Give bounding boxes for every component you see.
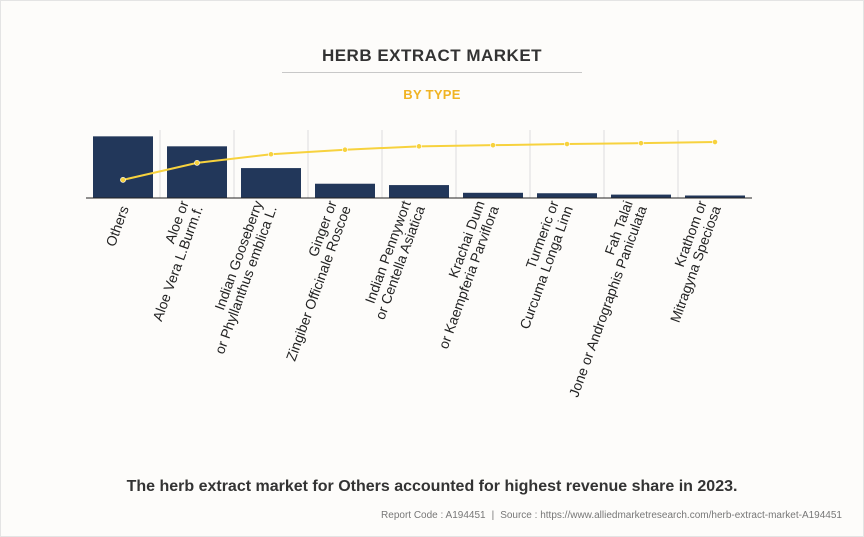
category-label: Ginger orZingiber Officinale Roscoe <box>269 198 354 363</box>
trend-point <box>120 176 126 183</box>
chart-subtitle: BY TYPE <box>403 87 461 102</box>
category-label: Krathom orMitragyna Speciosa <box>653 198 724 324</box>
report-code: Report Code : A194451 <box>381 510 486 521</box>
category-label: Aloe orAloe Vera L.Burm.f. <box>135 198 206 323</box>
chart-caption: The herb extract market for Others accou… <box>126 478 738 495</box>
bar <box>611 194 671 198</box>
trend-point <box>342 146 348 153</box>
bar <box>241 168 301 198</box>
category-label: Others <box>102 204 131 249</box>
bar <box>167 146 227 198</box>
bar <box>537 193 597 198</box>
footer-separator: | <box>491 510 495 521</box>
bar <box>389 185 449 198</box>
trend-point <box>490 142 496 149</box>
title-divider <box>282 72 582 73</box>
trend-point <box>564 141 570 147</box>
bar <box>463 192 523 198</box>
category-label: Turmeric orCurcuma Longa Linn <box>502 198 576 331</box>
trend-point <box>268 151 274 158</box>
trend-point <box>194 159 200 166</box>
category-label: Krachai Dumor Kaempferia Parviflora <box>421 198 502 351</box>
chart-title: HERB EXTRACT MARKET <box>321 46 543 65</box>
bar <box>93 136 153 198</box>
source-text: Source : https://www.alliedmarketresearc… <box>500 510 842 521</box>
trend-point <box>416 143 422 150</box>
category-label: Indian Gooseberryor Phyllanthus emblica … <box>197 198 280 356</box>
trend-point <box>712 139 718 145</box>
trend-point <box>638 140 644 147</box>
bar <box>315 183 375 198</box>
category-label: Indian Pennywortor Centella Asiatica <box>358 198 428 321</box>
bar <box>685 195 745 198</box>
report-footer: Report Code : A194451 | Source : https://w… <box>381 510 842 521</box>
